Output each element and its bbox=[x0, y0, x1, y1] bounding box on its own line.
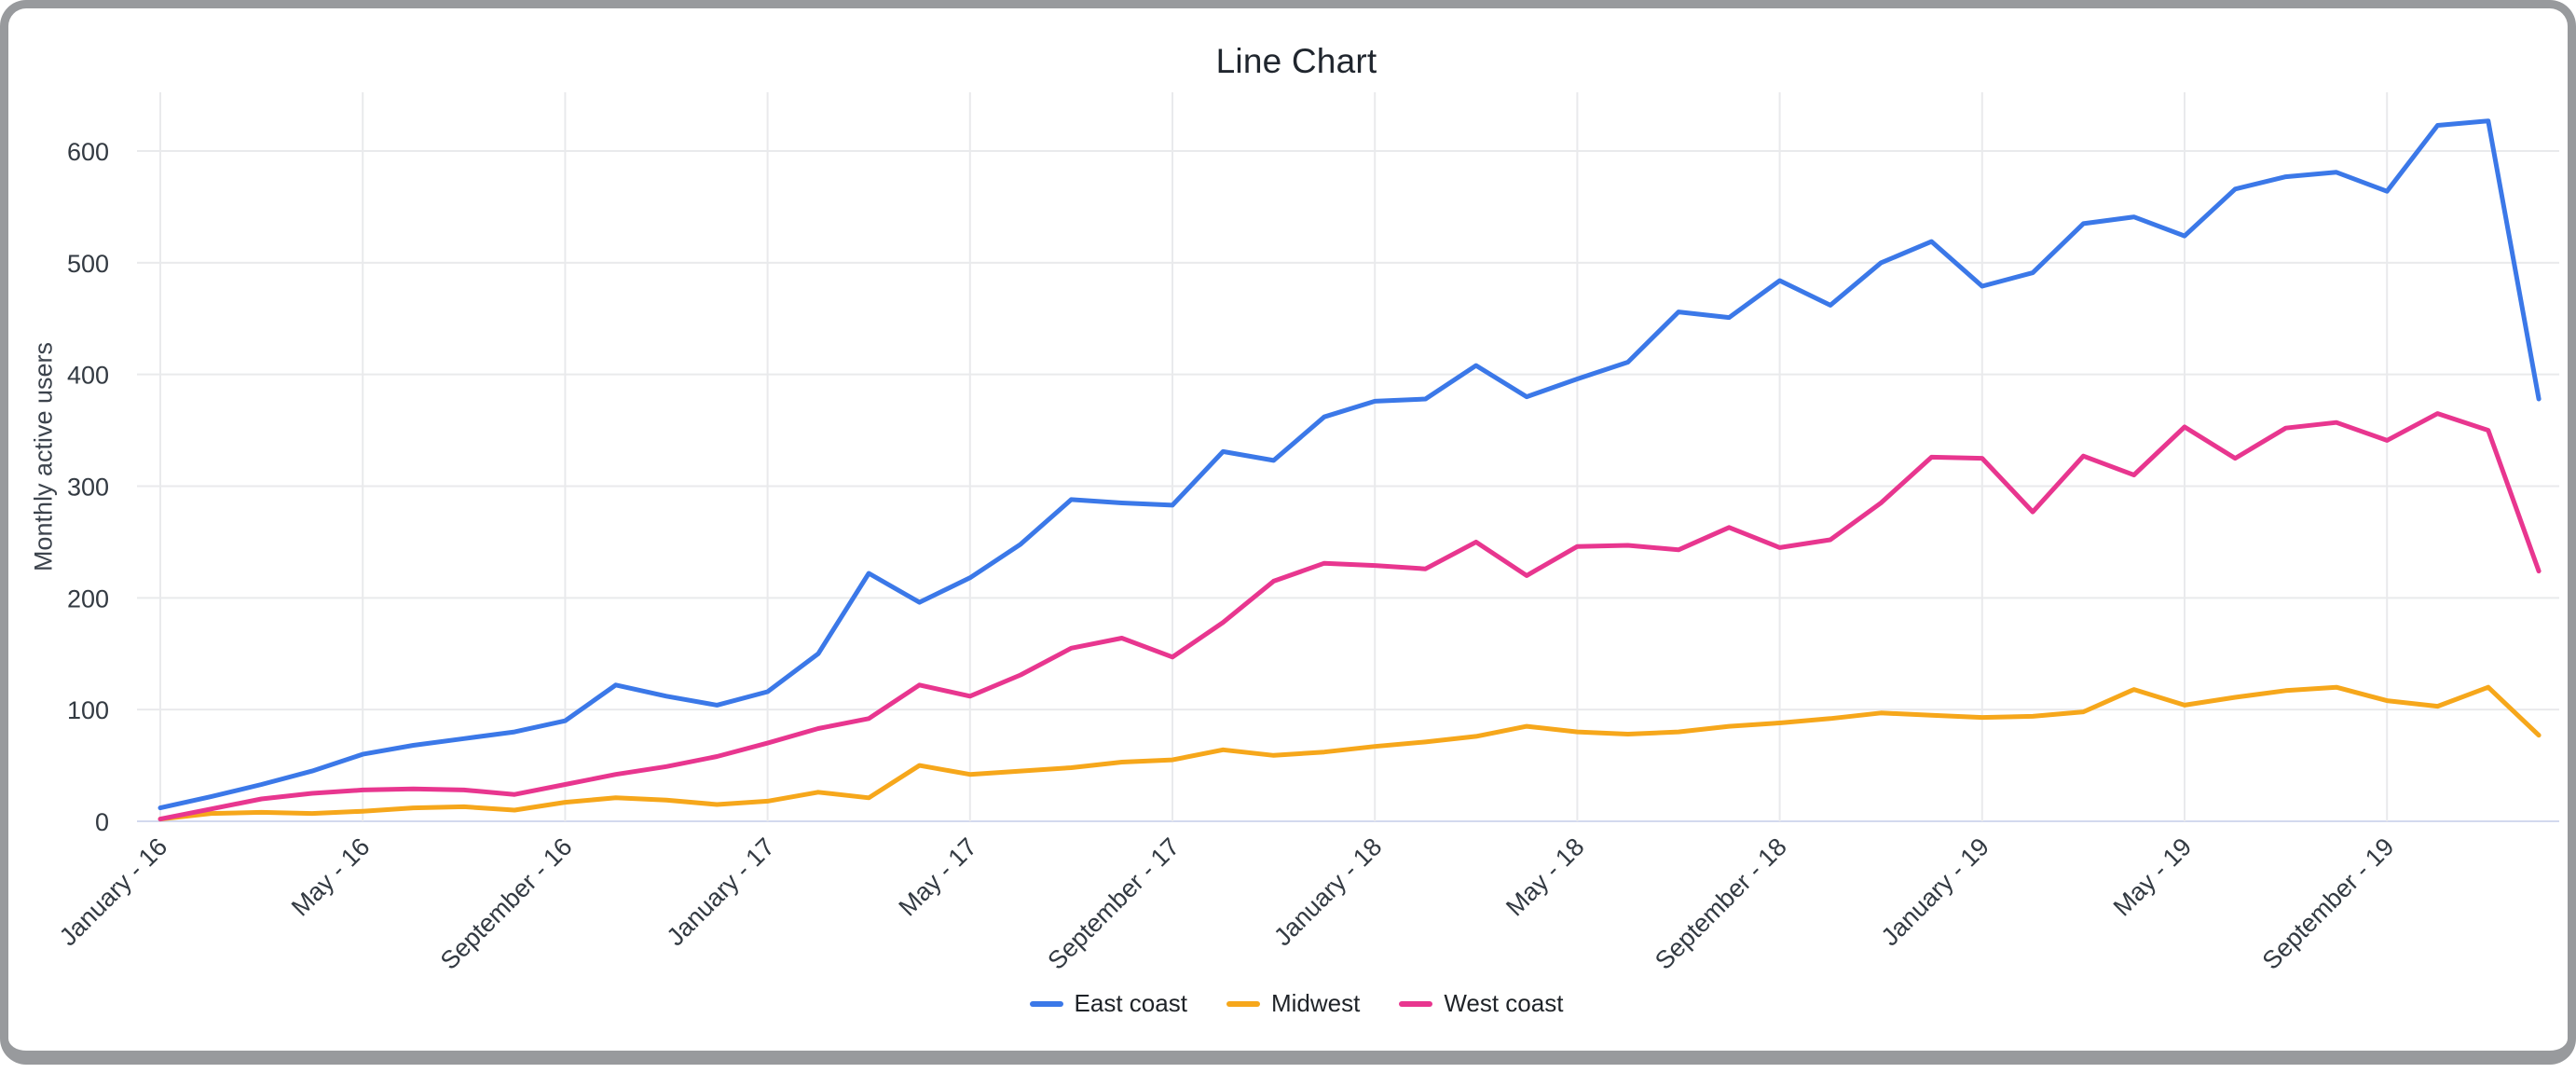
legend-item-midwest: Midwest bbox=[1226, 989, 1360, 1018]
legend-item-west-coast: West coast bbox=[1399, 989, 1563, 1018]
x-tick-label: May - 18 bbox=[1500, 832, 1589, 921]
x-tick-label: May - 17 bbox=[894, 832, 982, 921]
x-tick-label: January - 19 bbox=[1876, 832, 1994, 951]
legend-label-midwest: Midwest bbox=[1271, 989, 1360, 1018]
line-chart-canvas[interactable]: 0 100 200 300 400 500 600 January - 16 May - 16 S… bbox=[8, 8, 2576, 1073]
x-tick-label: September - 18 bbox=[1650, 832, 1792, 975]
y-tick-label: 100 bbox=[67, 696, 109, 724]
west-coast-line-swatch bbox=[1399, 1001, 1432, 1007]
legend-item-east-coast: East coast bbox=[1030, 989, 1187, 1018]
midwest-line-swatch bbox=[1226, 1001, 1260, 1007]
x-tick-label: May - 19 bbox=[2108, 832, 2197, 921]
series-line-west-coast[interactable] bbox=[160, 414, 2539, 819]
y-tick-label: 0 bbox=[95, 808, 109, 836]
x-tick-label: September - 19 bbox=[2257, 832, 2400, 975]
x-tick-label: September - 17 bbox=[1042, 832, 1185, 975]
series-line-midwest[interactable] bbox=[160, 687, 2539, 819]
legend-label-west-coast: West coast bbox=[1444, 989, 1563, 1018]
y-tick-label: 400 bbox=[67, 362, 109, 390]
east-coast-line-swatch bbox=[1030, 1001, 1063, 1007]
y-tick-label: 200 bbox=[67, 585, 109, 612]
chart-legend: East coast Midwest West coast bbox=[8, 989, 2576, 1018]
legend-label-east-coast: East coast bbox=[1075, 989, 1187, 1018]
y-tick-label: 300 bbox=[67, 474, 109, 502]
x-tick-label: September - 16 bbox=[435, 832, 578, 975]
x-tick-label: January - 17 bbox=[661, 832, 779, 951]
x-tick-label: May - 16 bbox=[286, 832, 375, 921]
y-tick-label: 500 bbox=[67, 250, 109, 278]
y-tick-label: 600 bbox=[67, 138, 109, 166]
x-tick-label: January - 16 bbox=[54, 832, 172, 951]
x-tick-label: January - 18 bbox=[1268, 832, 1387, 951]
